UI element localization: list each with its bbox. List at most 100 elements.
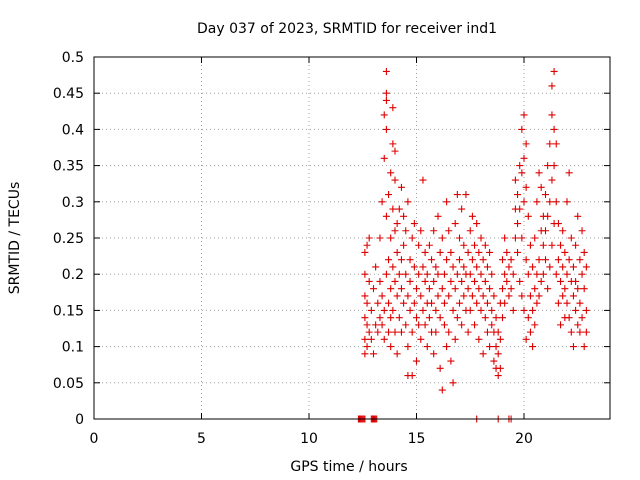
data-point	[567, 328, 575, 336]
data-point	[417, 335, 425, 343]
data-point	[361, 270, 369, 278]
data-point	[548, 111, 556, 119]
x-tick-label: 10	[300, 431, 318, 447]
data-points	[354, 67, 590, 423]
data-point	[361, 335, 369, 343]
data-point	[537, 277, 545, 285]
data-point	[443, 256, 451, 264]
data-point	[372, 263, 380, 271]
data-point	[385, 256, 393, 264]
data-point	[443, 198, 451, 206]
data-point	[393, 350, 401, 358]
data-point	[385, 328, 393, 336]
data-point	[400, 299, 408, 307]
y-tick-label: 0.1	[62, 340, 84, 356]
data-point	[479, 256, 487, 264]
data-point	[389, 205, 397, 213]
data-point	[544, 162, 552, 170]
data-point	[544, 212, 552, 220]
x-tick-label: 20	[515, 431, 533, 447]
data-point	[387, 169, 395, 177]
data-point	[488, 321, 496, 329]
data-point	[402, 321, 410, 329]
data-point	[382, 212, 390, 220]
data-point	[557, 277, 565, 285]
data-point	[473, 299, 481, 307]
data-point	[391, 176, 399, 184]
data-point	[425, 241, 433, 249]
data-point	[408, 372, 416, 380]
data-point	[524, 314, 532, 322]
data-point	[440, 270, 448, 278]
data-point	[402, 270, 410, 278]
data-point	[561, 285, 569, 293]
data-point	[578, 314, 586, 322]
data-point	[432, 306, 440, 314]
data-point	[524, 212, 532, 220]
data-point	[475, 285, 483, 293]
data-point	[524, 270, 532, 278]
data-point	[378, 321, 386, 329]
data-point	[434, 270, 442, 278]
data-point	[546, 263, 554, 271]
data-point	[509, 306, 517, 314]
data-point	[494, 328, 502, 336]
data-point	[410, 299, 418, 307]
data-point	[468, 256, 476, 264]
data-point	[421, 277, 429, 285]
data-point	[490, 292, 498, 300]
y-tick-label: 0.35	[53, 159, 84, 175]
data-point	[552, 198, 560, 206]
data-point	[438, 234, 446, 242]
data-point	[408, 328, 416, 336]
data-point	[365, 328, 373, 336]
data-point	[395, 205, 403, 213]
data-point	[494, 350, 502, 358]
y-tick-label: 0.15	[53, 303, 84, 319]
data-point	[580, 343, 588, 351]
data-point	[400, 212, 408, 220]
data-point	[374, 328, 382, 336]
data-point	[479, 350, 487, 358]
data-point	[557, 241, 565, 249]
data-point	[466, 270, 474, 278]
data-point	[406, 277, 414, 285]
data-point	[499, 285, 506, 293]
data-point	[376, 277, 384, 285]
data-point	[492, 314, 500, 322]
data-point	[432, 328, 440, 336]
data-point	[466, 306, 474, 314]
data-point	[413, 357, 420, 365]
data-point	[582, 263, 590, 271]
data-point	[520, 111, 528, 119]
y-tick-label: 0.5	[62, 50, 84, 66]
data-point	[569, 263, 577, 271]
data-point	[387, 234, 395, 242]
data-point	[531, 285, 539, 293]
data-point	[380, 154, 388, 162]
data-point	[572, 277, 580, 285]
data-point	[462, 191, 470, 199]
tick-labels: 0 0.05 0.1 0.15 0.2 0.25 0.3 0.35 0.4 0.45 0.5 0 5 10…	[53, 50, 533, 447]
data-point	[468, 292, 476, 300]
y-tick-label: 0.25	[53, 231, 84, 247]
data-point	[393, 220, 401, 228]
data-point	[471, 277, 479, 285]
data-point	[449, 306, 457, 314]
data-point	[397, 285, 405, 293]
data-point	[582, 328, 590, 336]
data-point	[404, 198, 412, 206]
data-point	[397, 256, 405, 264]
data-point	[518, 125, 526, 133]
data-point	[389, 263, 397, 271]
data-point	[382, 67, 390, 75]
data-point	[393, 292, 401, 300]
data-point	[434, 292, 442, 300]
data-point	[496, 364, 504, 372]
data-point	[526, 292, 534, 300]
data-point	[419, 306, 427, 314]
data-point	[529, 306, 537, 314]
data-point	[520, 154, 528, 162]
data-point	[548, 241, 556, 249]
data-point	[436, 364, 444, 372]
